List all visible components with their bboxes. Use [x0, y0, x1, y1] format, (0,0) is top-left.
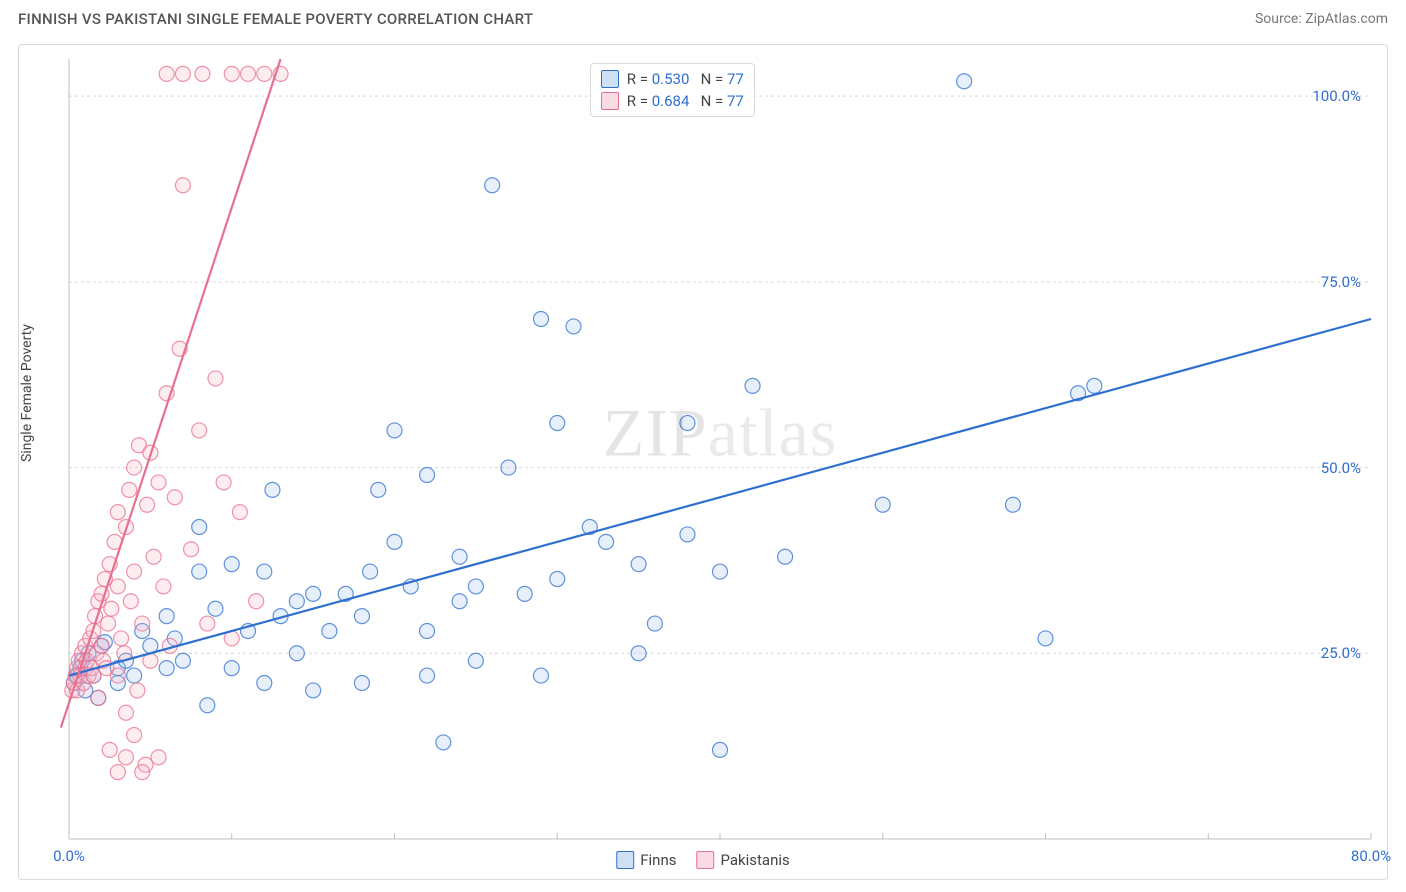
- x-tick-label: 0.0%: [53, 847, 85, 865]
- correlation-legend: R = 0.530 N = 77 R = 0.684 N = 77: [590, 63, 755, 117]
- source-attribution: Source: ZipAtlas.com: [1255, 11, 1388, 27]
- legend-text: R = 0.684 N = 77: [627, 92, 744, 110]
- legend-swatch: [696, 851, 714, 869]
- chart-container: Single Female Poverty ZIPatlas R = 0.530…: [18, 44, 1388, 880]
- chart-title: FINNISH VS PAKISTANI SINGLE FEMALE POVER…: [18, 10, 533, 28]
- legend-swatch: [616, 851, 634, 869]
- y-axis-label: Single Female Poverty: [19, 324, 35, 462]
- header: FINNISH VS PAKISTANI SINGLE FEMALE POVER…: [0, 0, 1406, 34]
- legend-text: R = 0.530 N = 77: [627, 70, 744, 88]
- y-tick-label: 100.0%: [1312, 87, 1361, 105]
- plot-area: ZIPatlas R = 0.530 N = 77R = 0.684 N = 7…: [69, 59, 1371, 839]
- legend-swatch: [601, 70, 619, 88]
- legend-item: Finns: [616, 851, 676, 869]
- y-tick-label: 25.0%: [1321, 644, 1361, 662]
- series-legend: Finns Pakistanis: [616, 851, 790, 869]
- legend-label: Pakistanis: [720, 851, 789, 869]
- legend-swatch: [601, 92, 619, 110]
- source-prefix: Source:: [1255, 11, 1305, 27]
- x-tick-label: 80.0%: [1351, 847, 1391, 865]
- legend-row: R = 0.530 N = 77: [601, 68, 744, 90]
- source-link[interactable]: ZipAtlas.com: [1305, 11, 1388, 27]
- legend-row: R = 0.684 N = 77: [601, 90, 744, 112]
- y-tick-label: 75.0%: [1321, 273, 1361, 291]
- scatter-plot-svg: [69, 59, 1371, 839]
- legend-item: Pakistanis: [696, 851, 789, 869]
- legend-label: Finns: [640, 851, 676, 869]
- y-tick-label: 50.0%: [1321, 459, 1361, 477]
